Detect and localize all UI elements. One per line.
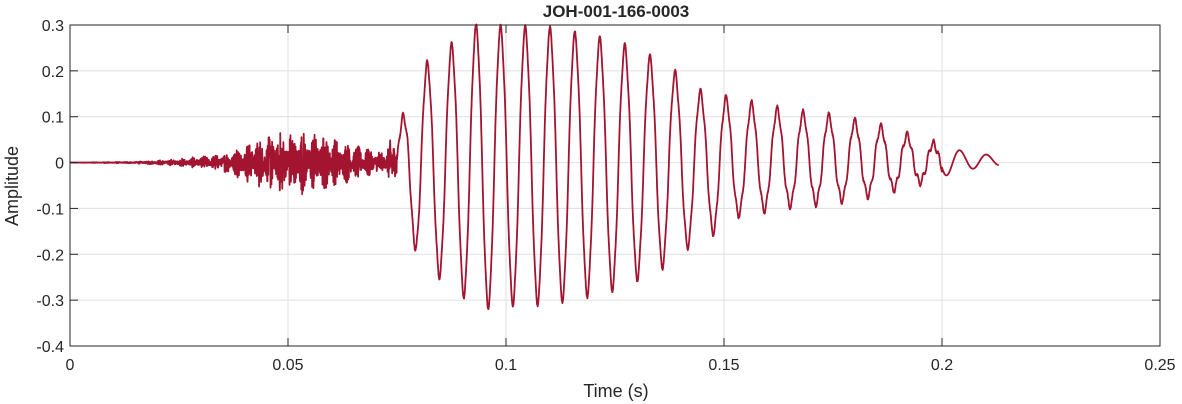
series-group <box>69 23 1000 310</box>
x-ticks: 0 0.05 0.1 0.15 0.2 0.25 <box>66 25 1176 374</box>
chart-title: JOH-001-166-0003 <box>543 2 689 21</box>
x-tick-label: 0.15 <box>708 357 739 374</box>
y-tick-label: -0.3 <box>36 293 64 310</box>
x-tick-label: 0.2 <box>931 357 953 374</box>
axes-box <box>69 24 1161 347</box>
x-tick-label: 0 <box>66 357 75 374</box>
y-ticks: -0.4 -0.3 -0.2 -0.1 0 0.1 0.2 0.3 <box>36 18 1160 356</box>
axes-frame <box>69 24 1161 347</box>
x-tick-label: 0.25 <box>1144 357 1175 374</box>
waveform-line <box>69 23 1000 310</box>
y-tick-label: 0 <box>55 156 64 173</box>
y-tick-label: 0.3 <box>42 18 64 35</box>
x-axis-title: Time (s) <box>583 381 648 401</box>
y-axis-title: Amplitude <box>2 146 22 226</box>
plot-background <box>70 25 1160 346</box>
y-tick-label: 0.1 <box>42 110 64 127</box>
y-tick-label: -0.4 <box>36 339 64 356</box>
x-tick-label: 0.1 <box>495 357 517 374</box>
y-tick-label: 0.2 <box>42 64 64 81</box>
y-tick-label: -0.2 <box>36 247 64 264</box>
x-tick-label: 0.05 <box>272 357 303 374</box>
plot-area <box>70 25 1160 346</box>
y-tick-label: -0.1 <box>36 201 64 218</box>
